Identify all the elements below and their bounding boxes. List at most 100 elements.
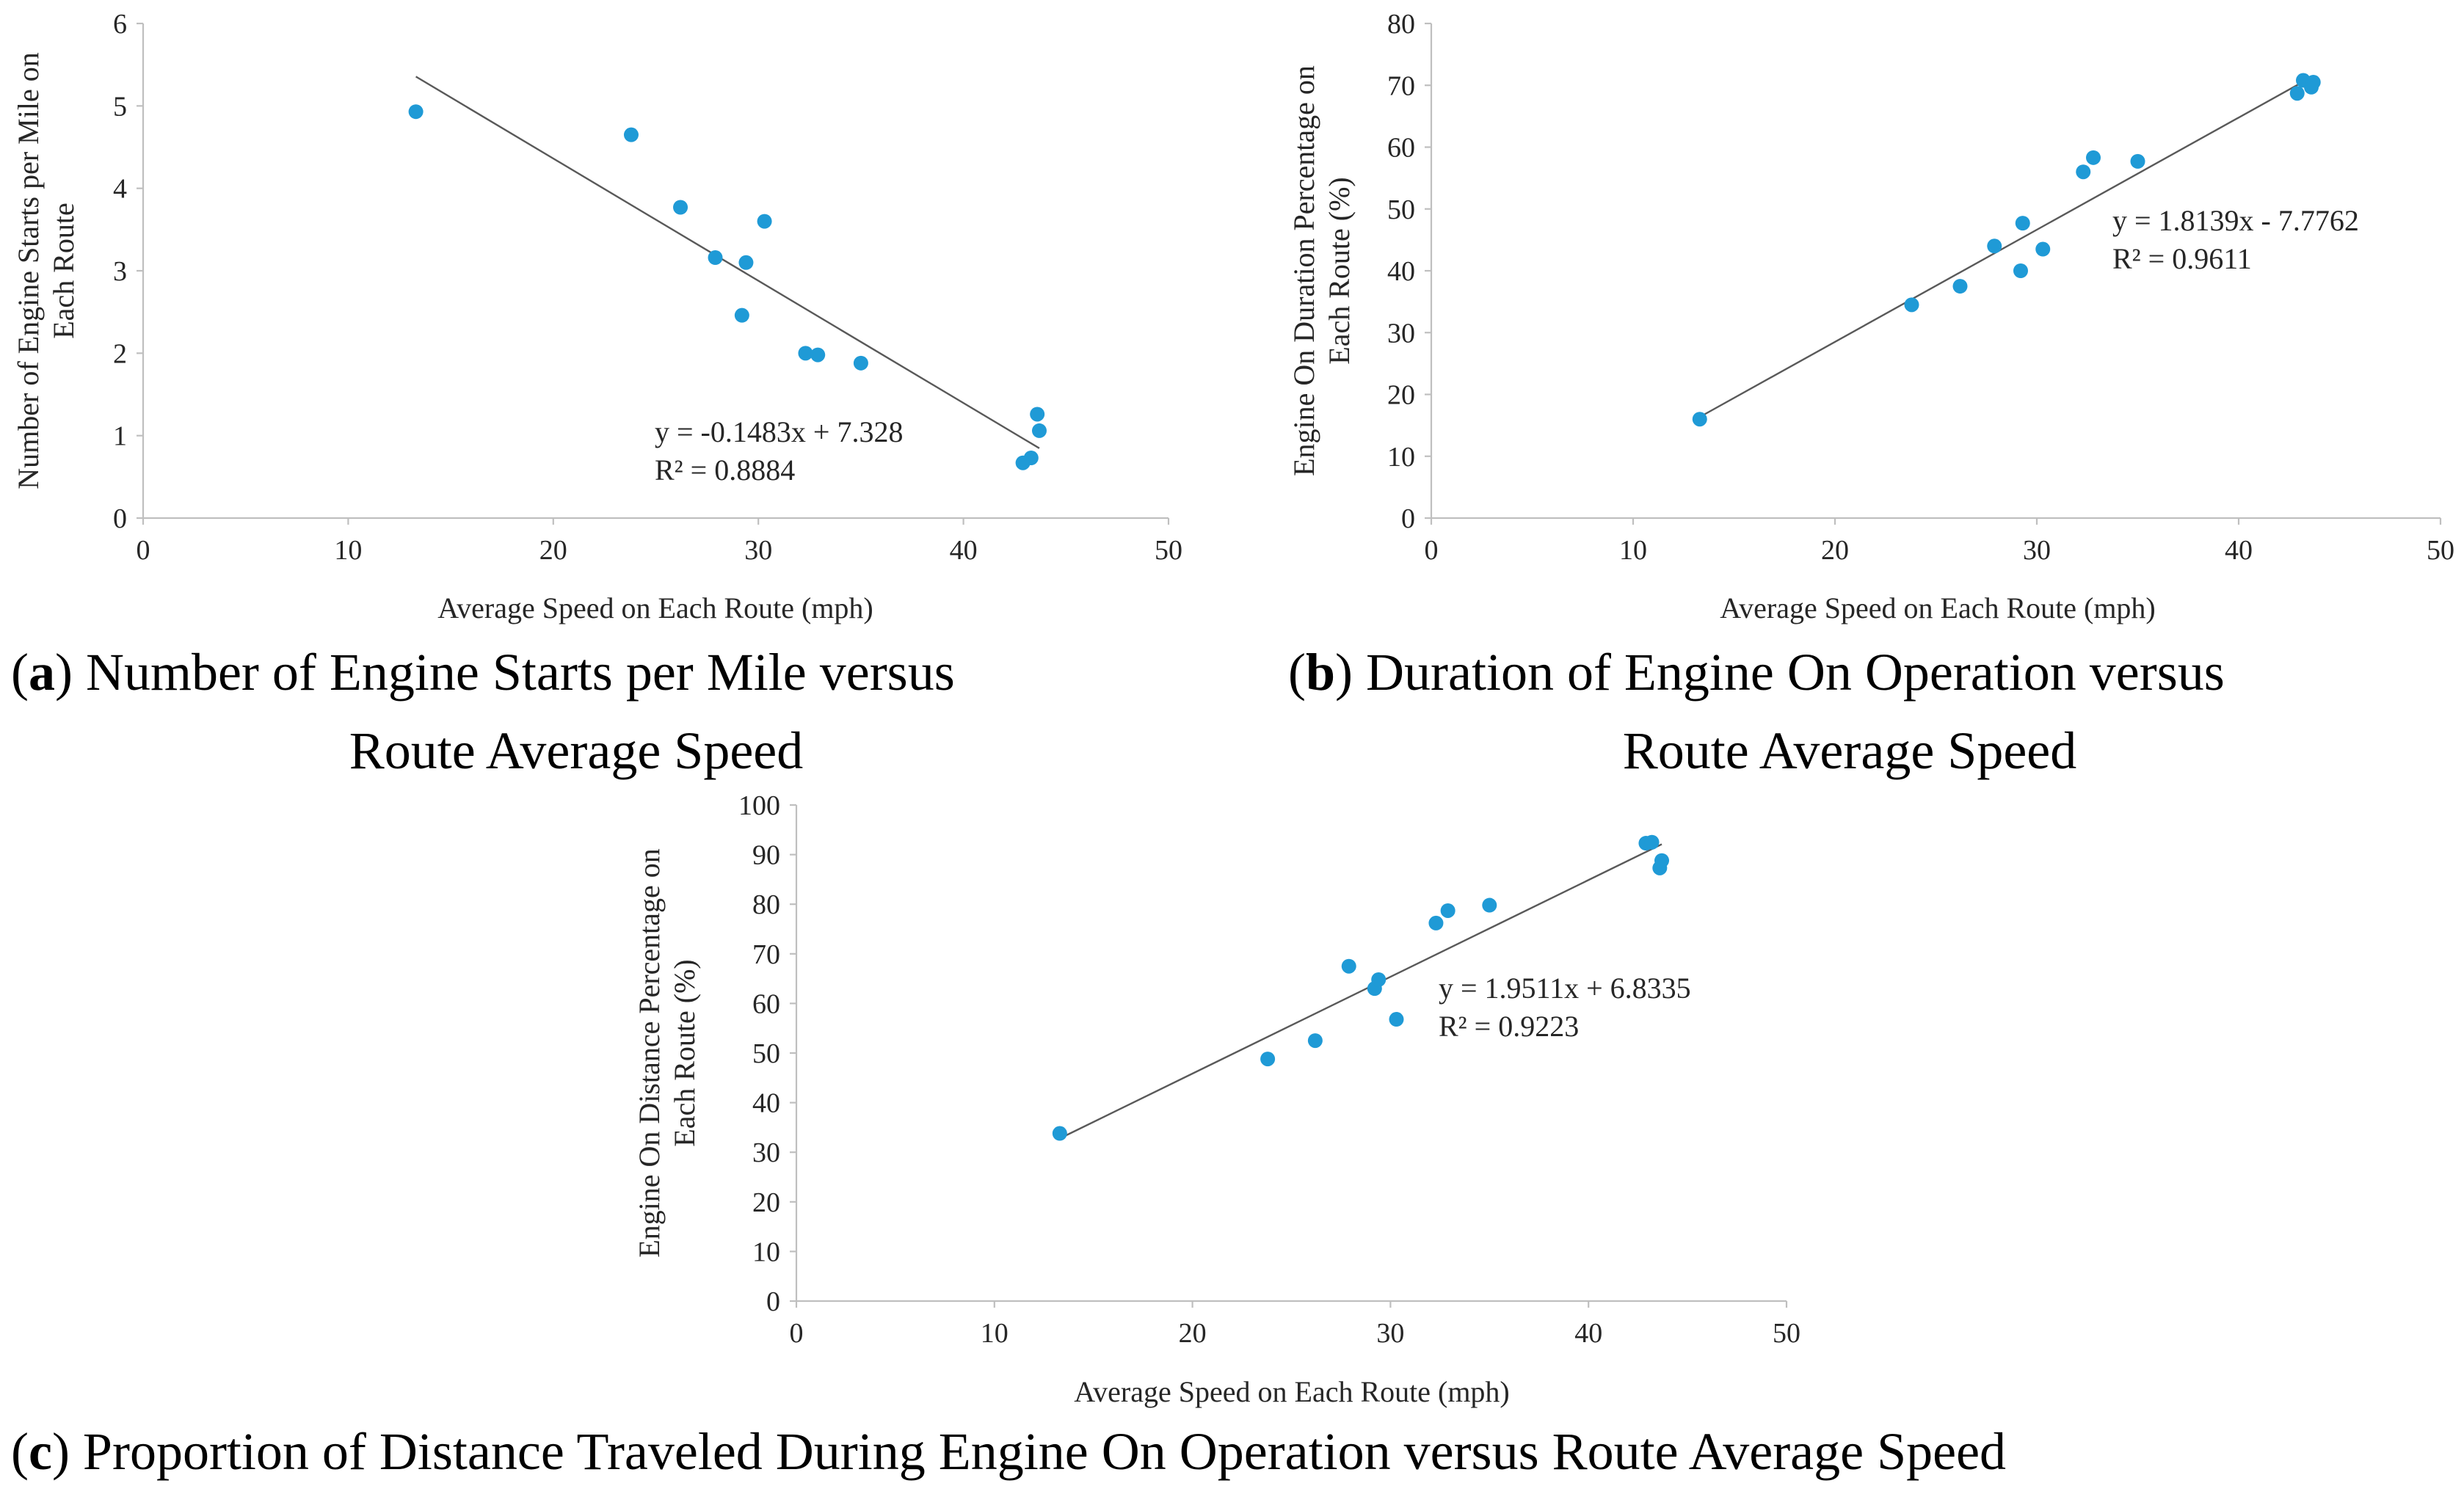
panel-b-data-point [2035,241,2051,257]
panel-a-trendline [415,76,1040,449]
panel-b-r-squared: R² = 0.9611 [2112,242,2252,275]
panel-a-y-tick-label: 5 [113,91,127,122]
panel-c-y-tick-label: 0 [766,1286,780,1317]
panel-c-data-point [1260,1052,1276,1067]
panel-c-data-point [1052,1126,1067,1141]
panel-c-trend-equation: y = 1.9511x + 6.8335 [1439,972,1691,1005]
panel-a-y-axis-title-line2: Each Route [47,203,80,339]
panel-c-data-point [1482,897,1497,913]
panel-a-data-point [798,346,813,361]
panel-a-trend [415,76,1040,449]
panel-b-data-point [2013,263,2028,278]
panel-a-caption-label: a [29,643,55,702]
panel-a-data-point [708,250,723,266]
panel-a-data-point [853,355,868,371]
panel-c-y-tick-label: 20 [752,1187,780,1218]
panel-a-x-tick-label: 10 [334,535,362,566]
panel-c-trend [1059,843,1662,1140]
panel-c-data-point [1341,958,1356,974]
panel-c-y-tick-label: 70 [752,939,780,970]
panel-b-y-tick-label: 10 [1387,442,1415,473]
panel-c-caption-text: ) Proportion of Distance Traveled During… [52,1422,2006,1481]
panel-b-data-point [2086,150,2101,165]
panel-b-x-tick-label: 50 [2427,535,2454,566]
panel-a-x-tick-label: 30 [744,535,772,566]
panel-c-y-tick-label: 60 [752,988,780,1019]
panel-b-data-point [2305,75,2321,90]
panel-c-y-tick-label: 10 [752,1236,780,1267]
panel-c-data-point [1644,834,1660,850]
panel-a-y-tick-label: 4 [113,174,127,205]
panel-a-caption-open-paren: ( [11,643,29,702]
panel-a-y-tick-label: 2 [113,338,127,369]
panel-a-y-tick-label: 3 [113,256,127,287]
panel-a-caption-line1: (a) Number of Engine Starts per Mile ver… [11,643,955,702]
panel-b-data-point [2076,164,2091,180]
panel-a-data-point [673,200,688,215]
panel-b-caption-open-paren: ( [1288,643,1306,702]
panel-c-y-tick-label: 90 [752,840,780,871]
panel-a-x-tick-label: 20 [539,535,567,566]
panel-b-x-axis-title: Average Speed on Each Route (mph) [1720,591,2156,624]
panel-c-y-tick-label: 50 [752,1038,780,1069]
panel-c-x-tick-label: 10 [981,1318,1009,1349]
panel-a-x-tick-label: 50 [1155,535,1182,566]
panel-a: 0 10 20 30 40 50 0 1 2 3 4 5 6 Average Speed on Eac… [11,9,1182,780]
panel-b-data-point [1952,279,1968,294]
panel-b-caption-text: ) Duration of Engine On Operation versus [1335,643,2225,702]
panel-a-y-axis-title-line1: Number of Engine Starts per Mile on [12,52,45,489]
panel-c-x-tick-label: 0 [790,1318,804,1349]
panel-b-y-tick-label: 0 [1401,503,1415,534]
panel-c-y-tick-label: 40 [752,1088,780,1119]
panel-c-data-point [1371,972,1387,987]
panel-c-y-tick-label: 30 [752,1137,780,1168]
panel-c-data-point [1428,915,1444,930]
panel-c-caption-label: c [29,1422,52,1481]
panel-c-x-tick-label: 50 [1773,1318,1800,1349]
panel-b-y-tick-label: 50 [1387,194,1415,225]
panel-b-points [1692,73,2321,427]
panel-b-trend-equation: y = 1.8139x - 7.7762 [2112,204,2359,237]
panel-a-data-point [734,307,749,323]
panel-a-data-point [738,255,754,270]
panel-b-y-axis-title-line2: Each Route (%) [1323,177,1356,364]
panel-b-x-tick-label: 0 [1425,535,1439,566]
panel-c: 0 10 20 30 40 50 0 10 20 30 40 50 60 70 80 90 100 Avera… [11,790,2006,1481]
panel-c-x-tick-label: 20 [1179,1318,1207,1349]
panel-c-r-squared: R² = 0.9223 [1439,1010,1579,1043]
panel-a-caption-text: ) Number of Engine Starts per Mile versu… [55,643,955,702]
panel-c-data-point [1440,903,1455,918]
panel-c-caption-open-paren: ( [11,1422,29,1481]
panel-b-data-point [2289,86,2305,101]
panel-b-y-tick-label: 70 [1387,70,1415,101]
panel-c-x-tick-label: 40 [1574,1318,1602,1349]
panel-c-caption: (c) Proportion of Distance Traveled Duri… [11,1422,2006,1481]
panel-a-caption-line2: Route Average Speed [349,721,803,780]
panel-c-points [1052,834,1670,1141]
panel-b-y-axis-title-line1: Engine On Duration Percentage on [1287,65,1320,476]
panel-c-data-point [1389,1012,1404,1027]
panel-a-x-tick-label: 0 [137,535,150,566]
panel-c-axes [795,805,1787,1303]
panel-a-data-point [623,127,639,142]
panel-c-trendline [1059,843,1662,1140]
panel-c-y-tick-label: 100 [738,790,780,821]
panel-a-y-tick-label: 6 [113,9,127,40]
panel-b-y-ticks: 0 10 20 30 40 50 60 70 80 [1387,9,1431,534]
panel-a-y-tick-label: 1 [113,421,127,452]
panel-c-y-tick-label: 80 [752,889,780,920]
panel-a-y-tick-label: 0 [113,503,127,534]
panel-b-data-point [2130,153,2145,169]
panel-c-x-ticks: 0 10 20 30 40 50 [790,1301,1800,1349]
panel-c-y-ticks: 0 10 20 30 40 50 60 70 80 90 100 [738,790,796,1317]
panel-b-x-ticks: 0 10 20 30 40 50 [1425,518,2454,566]
panel-a-trend-equation: y = -0.1483x + 7.328 [655,415,903,448]
panel-a-data-point [1030,407,1045,422]
panel-b-caption-line2: Route Average Speed [1623,721,2076,780]
panel-b-x-tick-label: 30 [2023,535,2051,566]
panel-a-data-point [1031,423,1047,438]
panel-b-data-point [1987,238,2002,254]
panel-b-axes [1430,23,2441,520]
panel-b-data-point [2015,216,2030,231]
panel-b-caption-line1: (b) Duration of Engine On Operation vers… [1288,643,2225,702]
